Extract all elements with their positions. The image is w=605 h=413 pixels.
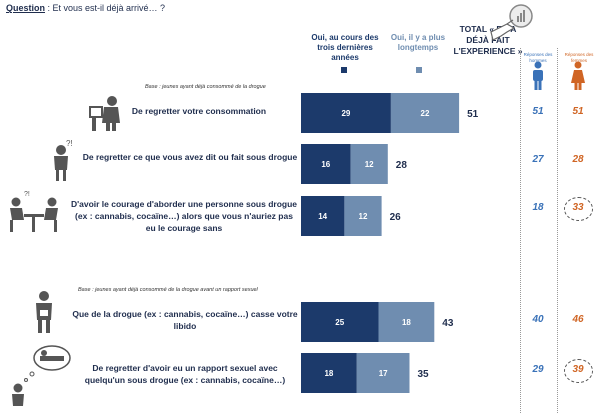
total-legend: TOTAL « EN A DÉJÀ FAIT L'EXPERIENCE » (453, 24, 523, 56)
regret-person-icon (89, 96, 120, 131)
bar-value-older-1: 22 (421, 109, 430, 118)
question-heading: Question : Et vous est-il déjà arrivé… ? (6, 3, 165, 13)
bar-value-recent-1: 29 (341, 109, 350, 118)
svg-text:?!: ?! (24, 191, 30, 198)
women-highlight-circle-5 (564, 359, 593, 383)
bar-value-older-3: 12 (359, 212, 368, 221)
women-value-4: 46 (572, 314, 584, 325)
bar-value-recent-3: 14 (318, 212, 327, 221)
men-value-1: 51 (532, 106, 544, 117)
total-value-2: 28 (396, 160, 408, 171)
bar-older-4 (378, 302, 435, 342)
women-value-3: 33 (572, 202, 584, 213)
legend-older-swatch (416, 67, 422, 73)
row-label-2: De regretter ce que vous avez dit ou fai… (82, 152, 298, 162)
men-header: Réponses des hommes (523, 52, 553, 63)
men-value-5: 29 (532, 364, 544, 375)
men-separator-left (520, 48, 521, 413)
bar-value-recent-4: 25 (335, 318, 344, 327)
legend-recent: Oui, au cours des trois dernières années (311, 33, 379, 62)
row-label-5: De regretter d'avoir eu un rapport sexue… (84, 363, 286, 385)
question-label: Question (6, 3, 46, 13)
total-value-1: 51 (467, 109, 479, 120)
women-highlight-circle-3 (564, 197, 593, 221)
bar-value-older-4: 18 (402, 318, 411, 327)
women-header: Réponses des femmes (564, 52, 594, 63)
women-value-2: 28 (572, 154, 584, 165)
question-text: : Et vous est-il déjà arrivé… ? (45, 3, 166, 13)
women-value-5: 39 (572, 364, 584, 375)
bar-older-2 (350, 144, 388, 184)
total-value-4: 43 (442, 318, 454, 329)
base-note-2: Base : jeunes ayant déjà consommé de la … (78, 287, 258, 293)
row-label-3: D'avoir le courage d'aborder une personn… (70, 199, 298, 233)
row-label-4: Que de la drogue (ex : cannabis, cocaïne… (72, 309, 298, 331)
bar-recent-5 (301, 353, 357, 393)
women-value-1: 51 (572, 106, 584, 117)
men-value-2: 27 (532, 154, 544, 165)
legend-recent-swatch (341, 67, 347, 73)
base-note-1: Base : jeunes ayant déjà consommé de la … (145, 84, 266, 90)
pointing-hand-icon (490, 4, 533, 41)
bar-recent-1 (301, 93, 391, 133)
bar-older-1 (390, 93, 460, 133)
woman-icon (571, 61, 585, 90)
men-value-4: 40 (532, 314, 544, 325)
legend-older: Oui, il y a plus longtemps (390, 33, 446, 52)
total-value-5: 35 (418, 369, 430, 380)
bar-value-older-5: 17 (379, 369, 388, 378)
bar-value-older-2: 12 (365, 160, 374, 169)
total-value-3: 26 (390, 212, 402, 223)
bar-recent-3 (301, 196, 345, 236)
men-separator-right (557, 48, 558, 413)
bed-thought-icon (12, 345, 71, 406)
man-icon (533, 61, 543, 90)
bar-older-5 (356, 353, 410, 393)
bar-recent-2 (301, 144, 351, 184)
men-value-3: 18 (532, 202, 544, 213)
thinking-person-icon: ?! (54, 139, 73, 181)
bar-value-recent-5: 18 (324, 369, 333, 378)
bar-value-recent-2: 16 (321, 160, 330, 169)
bar-recent-4 (301, 302, 379, 342)
bar-older-3 (344, 196, 382, 236)
row-label-1: De regretter votre consommation (131, 106, 267, 116)
conversation-icon: ?! (10, 191, 58, 232)
svg-text:?!: ?! (66, 139, 73, 148)
standing-person-icon (36, 291, 52, 333)
